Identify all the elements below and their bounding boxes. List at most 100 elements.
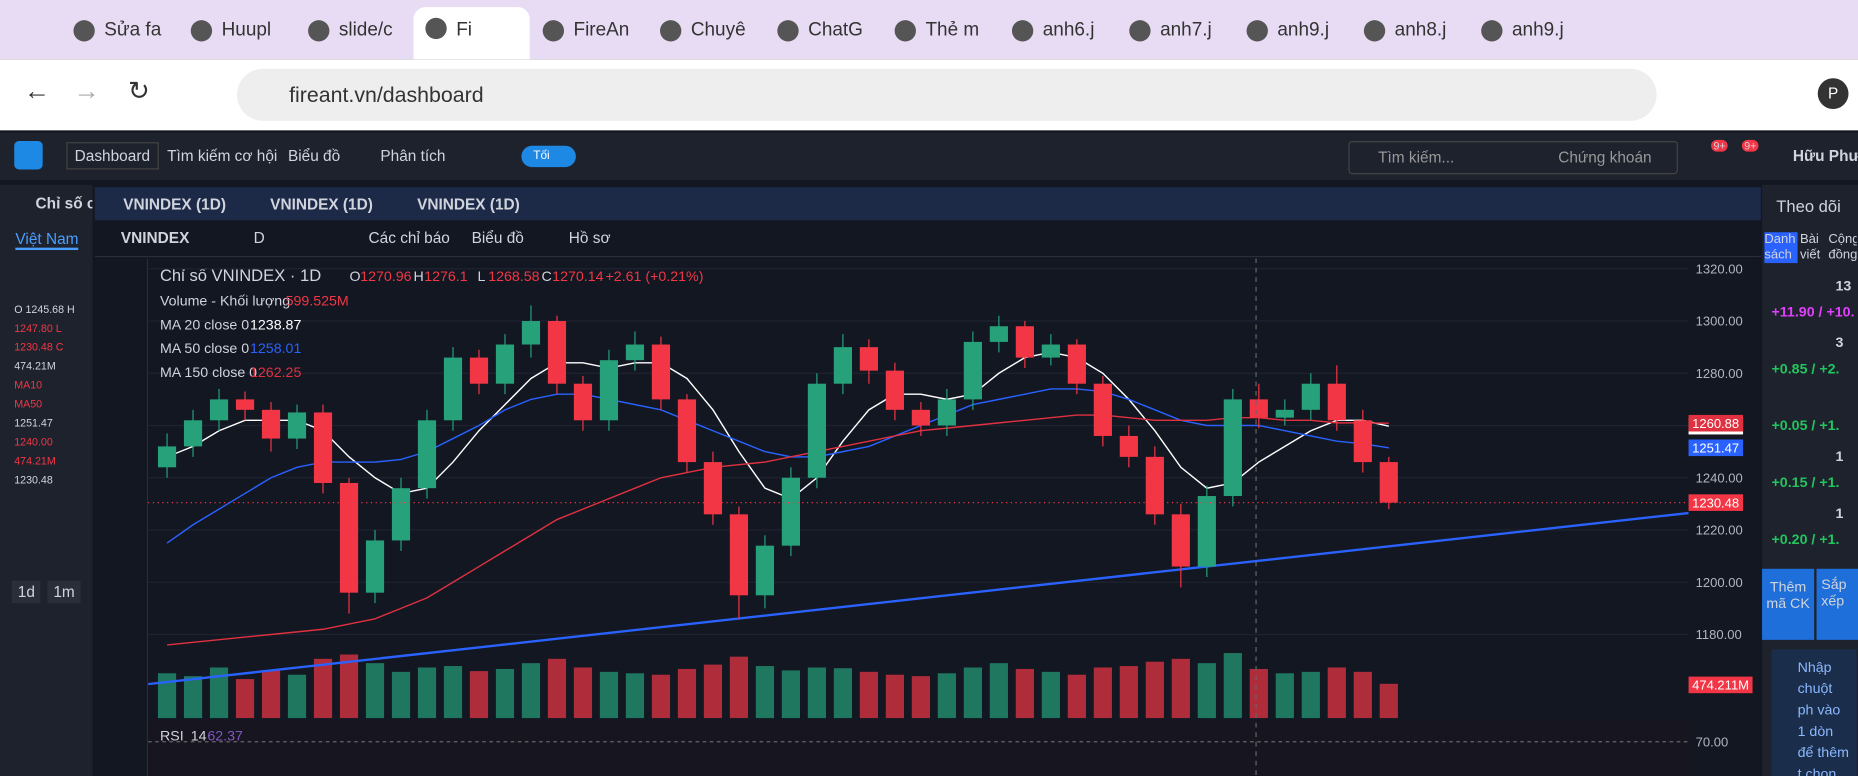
volume-bar xyxy=(417,667,437,719)
tab-strip: Sửa fa Huupl slide/c Fi FireAn Chuyê ChatG Thẻ … xyxy=(0,0,1858,60)
menu-item[interactable]: Dashboard xyxy=(66,142,159,170)
browser-tab[interactable]: slide/c xyxy=(296,9,412,52)
volume-bar xyxy=(235,679,255,719)
volume-bar xyxy=(573,667,593,719)
candle-body xyxy=(1171,514,1190,567)
browser-tab[interactable]: anh7.j xyxy=(1117,9,1233,52)
browser-tab[interactable]: ChatG xyxy=(765,9,881,52)
candle-body xyxy=(1249,399,1268,418)
browser-tab[interactable]: anh6.j xyxy=(1000,9,1116,52)
price-badge-label: 1251.47 xyxy=(1692,441,1739,456)
candle-body xyxy=(677,399,697,463)
add-symbol[interactable]: Thêm mã CK xyxy=(1762,568,1815,640)
profile-menu[interactable]: Hồ sơ xyxy=(568,228,611,247)
browser-tab[interactable]: anh8.j xyxy=(1352,9,1468,52)
symbol[interactable]: VNINDEX xyxy=(120,228,190,247)
change: +11.90 / +10. xyxy=(1771,303,1855,320)
chart-tab[interactable]: VNINDEX (1D) xyxy=(123,195,226,214)
volume-bar xyxy=(1119,666,1138,719)
browser-tab[interactable]: Sửa fa xyxy=(62,9,178,52)
search-scope: Chứng khoán xyxy=(1558,148,1652,166)
back-button[interactable]: ← xyxy=(23,75,50,106)
volume-bar xyxy=(443,666,463,719)
browser-tab[interactable]: FireAn xyxy=(531,9,647,52)
menu-item[interactable]: Biểu đồ xyxy=(287,146,341,165)
price-badge xyxy=(1688,494,1744,511)
legend-value: 1262.25 xyxy=(250,365,301,381)
user-name[interactable]: Hữu Phước xyxy=(1792,146,1858,165)
browser-tab[interactable]: Chuyê xyxy=(648,9,764,52)
left-panel: Chỉ số c Việt Nam O 1245.68 H 1247.80 L 12… xyxy=(0,184,93,776)
omnibox[interactable]: fireant.vn/dashboard xyxy=(236,68,1657,121)
chart-tab[interactable]: VNINDEX (1D) xyxy=(417,195,520,214)
range-button[interactable]: 1d xyxy=(11,580,41,604)
change: +0.20 / +1. xyxy=(1771,530,1840,548)
candle-body xyxy=(859,347,878,371)
trendline xyxy=(148,511,1689,686)
logo[interactable] xyxy=(14,141,43,170)
readout-change: +2.61 (+0.21%) xyxy=(606,269,704,285)
chart-menu[interactable]: Biểu đồ xyxy=(471,228,524,247)
price: 13 xyxy=(1835,277,1852,294)
change: +0.15 / +1. xyxy=(1771,473,1840,491)
ohlc-line: 474.21M xyxy=(14,455,56,467)
candle-body xyxy=(781,477,801,546)
rsi-value: 62.37 xyxy=(207,729,243,745)
volume-bar xyxy=(313,658,333,719)
volume-bar xyxy=(469,671,489,719)
ohlc-line: 1240.00 xyxy=(14,436,53,448)
interval[interactable]: D xyxy=(253,228,265,247)
candle-body xyxy=(937,399,956,426)
watch-tab[interactable]: Danh sách xyxy=(1764,232,1798,264)
volume-bar xyxy=(989,663,1008,719)
chart-tab[interactable]: VNINDEX (1D) xyxy=(270,195,373,214)
sort-button[interactable]: Sắp xếp xyxy=(1816,568,1858,640)
legend-name: MA 150 close 0 xyxy=(160,365,257,381)
browser-tab[interactable]: anh9.j xyxy=(1469,9,1585,52)
range-button[interactable]: 1m xyxy=(47,580,81,604)
volume-bar xyxy=(937,673,956,719)
volume-bar xyxy=(1379,683,1398,719)
ma-line xyxy=(166,351,1389,500)
watch-tab[interactable]: Cộng đồng xyxy=(1828,232,1857,262)
candle-body xyxy=(755,545,775,596)
watch-tab[interactable]: Bài viết xyxy=(1799,232,1821,262)
volume-bar xyxy=(1067,674,1086,719)
y-tick-label: 1300.00 xyxy=(1696,314,1743,329)
candle-body xyxy=(703,462,723,515)
search-box[interactable]: Tìm kiếm... Chứng khoán xyxy=(1348,141,1678,175)
browser-tab[interactable]: Fi xyxy=(413,7,530,60)
menu-item[interactable]: Tìm kiếm cơ hội xyxy=(167,146,278,165)
browser-tab[interactable]: Thẻ m xyxy=(883,9,999,52)
volume-bar xyxy=(183,676,203,719)
price: 1 xyxy=(1835,447,1844,465)
menu-item[interactable]: Phân tích xyxy=(380,146,446,165)
y-tick-label: 1280.00 xyxy=(1696,366,1743,381)
indicators[interactable]: Các chỉ báo xyxy=(368,228,450,247)
browser-tab[interactable]: anh9.j xyxy=(1235,9,1351,52)
candle-body xyxy=(599,360,619,421)
volume-title: Volume - Khối lượng xyxy=(160,294,290,310)
forward-button[interactable]: → xyxy=(73,75,100,106)
browser-tab[interactable]: Huupl xyxy=(179,9,295,52)
candle-body xyxy=(651,344,671,400)
reload-button[interactable]: ↻ xyxy=(127,75,150,106)
rsi-level-label: 70.00 xyxy=(1696,735,1729,750)
region-tab[interactable]: Việt Nam xyxy=(15,230,79,251)
price-badge xyxy=(1688,414,1744,432)
profile[interactable]: P xyxy=(1817,78,1849,110)
hint: Nhập chuột ph vào 1 dòn để thêm t chọn (… xyxy=(1771,649,1857,776)
y-tick-label: 1320.00 xyxy=(1696,262,1743,277)
ohlc-line: MA50 xyxy=(14,398,43,410)
candle-body xyxy=(209,399,229,421)
volume-bar xyxy=(781,670,801,719)
candle-body xyxy=(885,370,904,410)
volume-bar xyxy=(1041,671,1060,719)
candle-body xyxy=(911,409,930,426)
volume-bar xyxy=(391,671,411,719)
candle-body xyxy=(365,540,385,593)
theme-toggle[interactable]: Tối xyxy=(521,145,576,168)
volume-bar xyxy=(703,664,723,719)
volume-bar xyxy=(599,671,619,719)
candle-body xyxy=(339,482,359,593)
